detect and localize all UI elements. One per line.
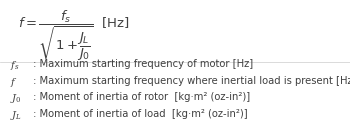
- Text: : Moment of inertia of rotor  [kg·m² (oz-in²)]: : Moment of inertia of rotor [kg·m² (oz-…: [30, 92, 250, 102]
- Text: : Moment of inertia of load  [kg·m² (oz-in²)]: : Moment of inertia of load [kg·m² (oz-i…: [30, 109, 247, 119]
- Text: $f$: $f$: [10, 76, 18, 89]
- Text: $f_s$: $f_s$: [10, 59, 20, 72]
- Text: : Maximum starting frequency where inertial load is present [Hz]: : Maximum starting frequency where inert…: [30, 76, 350, 86]
- Text: $f = \dfrac{f_{\!s}}{\sqrt{1 + \dfrac{J_{\!L}}{J_{\!0}}}}\ \ \mathrm{[Hz]}$: $f = \dfrac{f_{\!s}}{\sqrt{1 + \dfrac{J_…: [18, 9, 129, 63]
- Text: : Maximum starting frequency of motor [Hz]: : Maximum starting frequency of motor [H…: [30, 59, 253, 69]
- Text: $J_L$: $J_L$: [10, 109, 22, 122]
- Text: $J_0$: $J_0$: [10, 92, 22, 105]
